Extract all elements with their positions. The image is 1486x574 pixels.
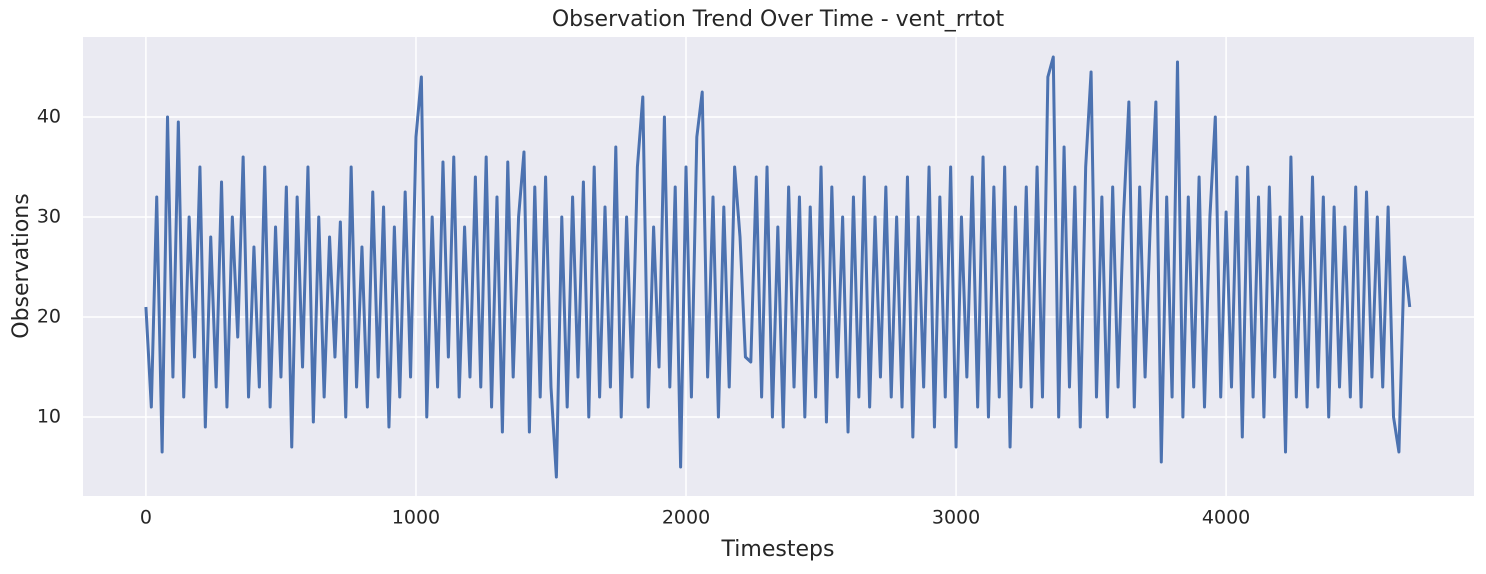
x-tick-label: 1000 [392,507,440,529]
x-tick-label: 3000 [932,507,980,529]
chart-title: Observation Trend Over Time - vent_rrtot [552,7,1005,32]
y-tick-label: 20 [37,306,61,328]
y-axis-label: Observations [9,193,34,338]
x-tick-label: 2000 [662,507,710,529]
y-tick-label: 40 [37,106,61,128]
x-tick-label: 0 [140,507,152,529]
y-tick-label: 30 [37,206,61,228]
x-axis-label: Timesteps [721,537,835,562]
y-tick-label: 10 [37,406,61,428]
x-tick-label: 4000 [1202,507,1250,529]
data-line [144,55,1412,479]
